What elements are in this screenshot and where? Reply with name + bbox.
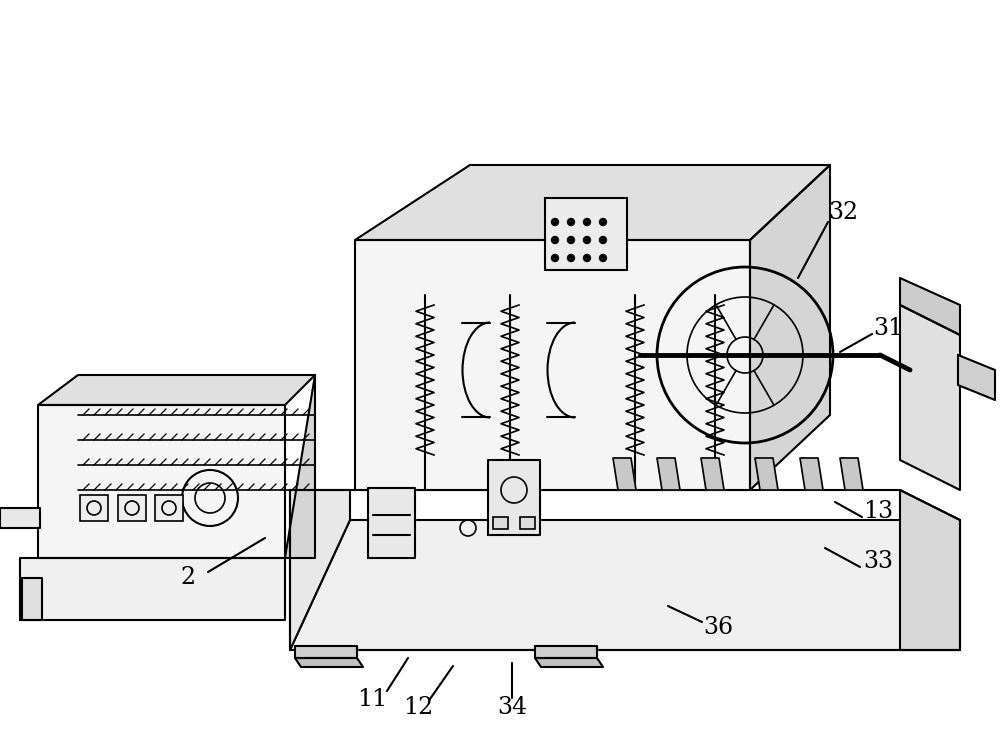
Text: 11: 11 [357,688,387,711]
Polygon shape [295,658,363,667]
Circle shape [584,219,590,225]
Polygon shape [355,240,750,490]
Polygon shape [750,165,830,490]
Polygon shape [38,375,315,405]
Text: 12: 12 [403,696,433,719]
Polygon shape [488,460,540,535]
Text: 13: 13 [863,501,893,524]
Polygon shape [290,520,960,650]
Text: 36: 36 [703,617,733,640]
Polygon shape [755,458,778,490]
Polygon shape [295,646,357,658]
Bar [520,517,535,529]
Bar [118,495,146,521]
Text: 2: 2 [180,566,196,589]
Polygon shape [38,405,285,558]
Polygon shape [701,458,724,490]
Polygon shape [900,305,960,490]
Text: 33: 33 [863,551,893,574]
Circle shape [584,237,590,243]
Polygon shape [800,458,823,490]
Text: 34: 34 [497,696,527,719]
Polygon shape [657,458,680,490]
Circle shape [584,254,590,261]
Polygon shape [285,375,315,558]
Circle shape [552,254,558,261]
Polygon shape [368,488,415,558]
Circle shape [552,219,558,225]
Polygon shape [958,355,995,400]
Polygon shape [0,508,40,528]
Polygon shape [20,558,285,620]
Circle shape [600,237,606,243]
Circle shape [552,237,558,243]
Bar [80,495,108,521]
Circle shape [600,254,606,261]
Polygon shape [613,458,636,490]
Bar [545,198,627,270]
Polygon shape [535,658,603,667]
Polygon shape [290,490,350,650]
Polygon shape [355,165,830,240]
Circle shape [600,219,606,225]
Circle shape [568,219,574,225]
Bar [493,517,508,529]
Polygon shape [840,458,863,490]
Text: 31: 31 [873,316,903,339]
Circle shape [568,254,574,261]
Polygon shape [22,578,42,620]
Text: 32: 32 [828,200,858,223]
Bar [155,495,183,521]
Polygon shape [900,490,960,650]
Polygon shape [900,278,960,335]
Circle shape [568,237,574,243]
Polygon shape [535,646,597,658]
